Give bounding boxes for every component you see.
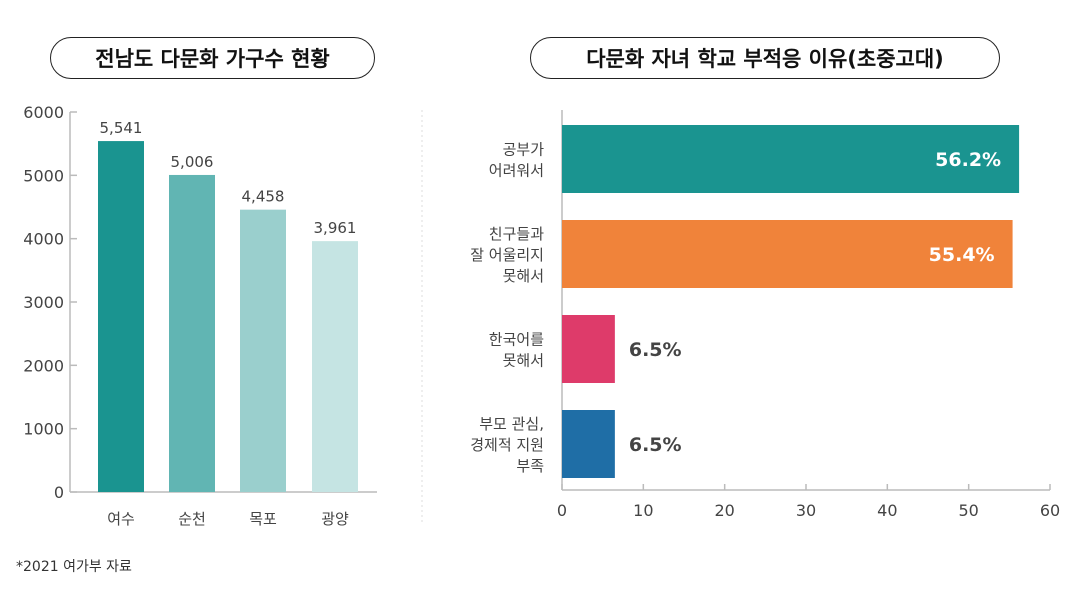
right-category-label: 친구들과 bbox=[489, 225, 544, 243]
right-category-label: 부모 관심, bbox=[479, 415, 544, 433]
left-y-tick-label: 5000 bbox=[23, 166, 64, 185]
right-category-label: 경제적 지원 bbox=[470, 436, 544, 454]
left-y-tick-label: 6000 bbox=[23, 103, 64, 122]
left-data-label: 4,458 bbox=[242, 188, 285, 206]
left-y-tick-label: 2000 bbox=[23, 356, 64, 375]
left-x-tick-label: 순천 bbox=[178, 510, 206, 528]
right-data-label: 6.5% bbox=[629, 339, 682, 361]
right-category-label: 못해서 bbox=[503, 352, 544, 370]
left-data-label: 5,541 bbox=[100, 119, 143, 137]
left-y-tick-label: 4000 bbox=[23, 230, 64, 249]
right-category-label: 한국어를 bbox=[489, 331, 544, 349]
right-x-tick-label: 60 bbox=[1040, 501, 1060, 520]
right-category-label: 어려워서 bbox=[489, 162, 544, 180]
right-x-tick-label: 30 bbox=[796, 501, 816, 520]
left-y-tick-label: 1000 bbox=[23, 420, 64, 439]
right-x-tick-label: 10 bbox=[633, 501, 653, 520]
left-bar bbox=[98, 141, 144, 492]
right-category-label: 부족 bbox=[516, 457, 544, 475]
right-x-tick-label: 20 bbox=[714, 501, 734, 520]
left-x-tick-label: 여수 bbox=[107, 510, 135, 528]
left-chart-title: 전남도 다문화 가구수 현황 bbox=[50, 37, 375, 79]
right-data-label: 55.4% bbox=[929, 244, 995, 266]
right-bar bbox=[562, 315, 615, 383]
right-bar bbox=[562, 410, 615, 478]
right-chart-title: 다문화 자녀 학교 부적응 이유(초중고대) bbox=[530, 37, 1000, 79]
right-bar bbox=[562, 220, 1013, 288]
right-category-label: 잘 어울리지 bbox=[470, 246, 544, 264]
left-x-tick-label: 목포 bbox=[249, 510, 277, 528]
right-x-tick-label: 50 bbox=[958, 501, 978, 520]
left-x-tick-label: 광양 bbox=[321, 510, 349, 528]
right-data-label: 6.5% bbox=[629, 434, 682, 456]
left-bar bbox=[312, 241, 358, 492]
right-x-tick-label: 0 bbox=[557, 501, 567, 520]
right-x-tick-label: 40 bbox=[877, 501, 897, 520]
left-data-label: 5,006 bbox=[171, 153, 214, 171]
left-bar bbox=[240, 209, 286, 492]
right-category-label: 못해서 bbox=[503, 267, 544, 285]
right-data-label: 56.2% bbox=[935, 149, 1001, 171]
left-bar bbox=[169, 174, 215, 492]
left-y-tick-label: 0 bbox=[54, 483, 64, 502]
left-data-label: 3,961 bbox=[314, 219, 357, 237]
right-bar bbox=[562, 125, 1020, 193]
left-y-tick-label: 3000 bbox=[23, 293, 64, 312]
right-category-label: 공부가 bbox=[503, 141, 545, 159]
footnote: *2021 여가부 자료 bbox=[16, 559, 132, 575]
